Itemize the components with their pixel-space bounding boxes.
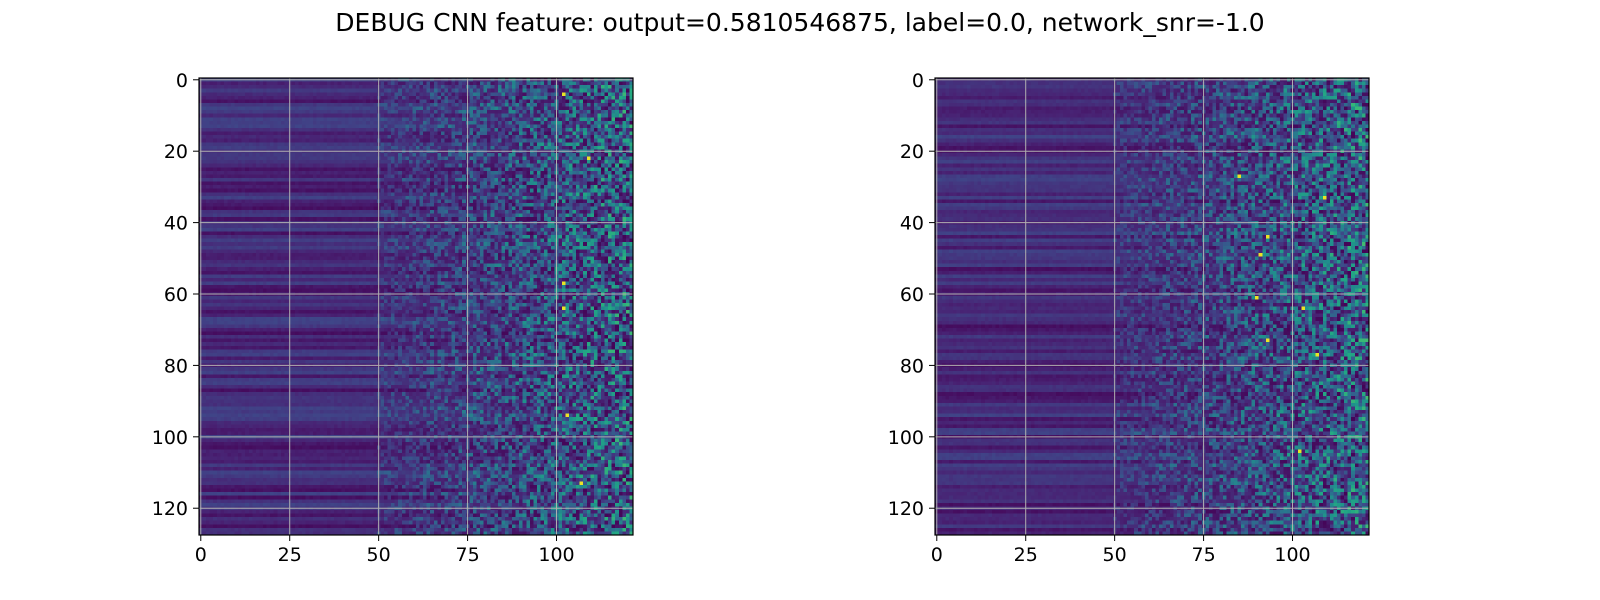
axes-frame [198, 77, 634, 536]
x-tick-label: 75 [1191, 544, 1215, 566]
y-tick-label: 100 [888, 427, 924, 449]
y-tick-label: 0 [176, 70, 188, 92]
x-tick-label: 100 [1274, 544, 1310, 566]
figure-title: DEBUG CNN feature: output=0.5810546875, … [335, 8, 1265, 37]
y-tick-label: 60 [900, 284, 924, 306]
x-tick-label: 0 [931, 544, 943, 566]
x-tick-label: 50 [367, 544, 391, 566]
heatmap-cells [199, 78, 633, 535]
heatmap-cells [935, 78, 1369, 535]
x-tick-label: 100 [538, 544, 574, 566]
x-tick-label: 50 [1103, 544, 1127, 566]
y-tick-label: 100 [152, 427, 188, 449]
y-tick-label: 80 [164, 355, 188, 377]
y-tick-label: 20 [900, 141, 924, 163]
y-tick-label: 120 [888, 498, 924, 520]
y-tick-label: 80 [900, 355, 924, 377]
x-tick-label: 25 [278, 544, 302, 566]
y-tick-label: 20 [164, 141, 188, 163]
x-tick-label: 25 [1014, 544, 1038, 566]
y-tick-label: 120 [152, 498, 188, 520]
axes-frame [934, 77, 1370, 536]
x-tick-label: 0 [195, 544, 207, 566]
y-tick-label: 0 [912, 70, 924, 92]
y-tick-label: 40 [164, 213, 188, 235]
y-tick-label: 60 [164, 284, 188, 306]
x-tick-label: 75 [455, 544, 479, 566]
y-tick-label: 40 [900, 213, 924, 235]
